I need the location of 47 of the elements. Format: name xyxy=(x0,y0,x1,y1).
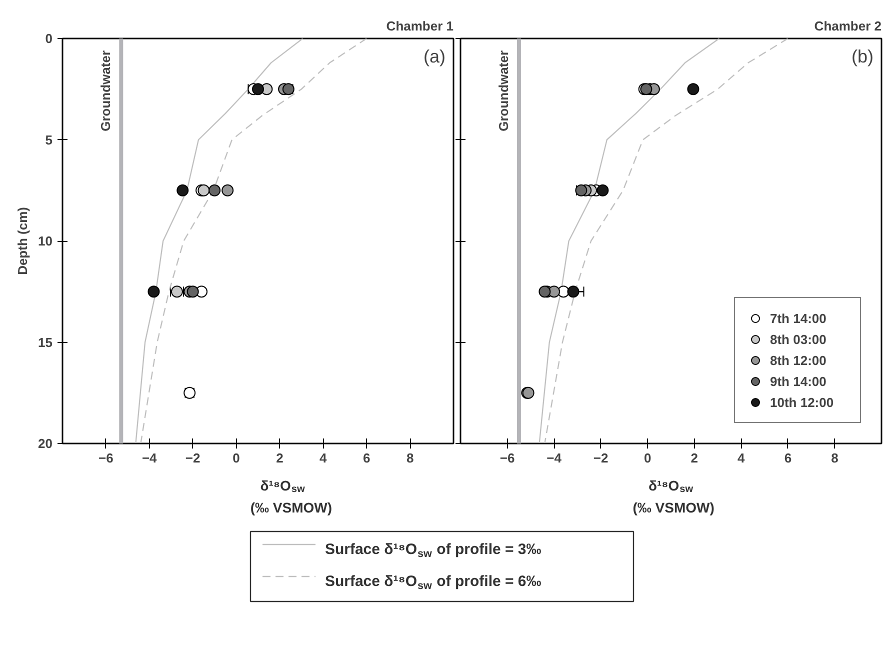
y-tick-label: 0 xyxy=(45,31,53,46)
point xyxy=(687,83,700,96)
x-tick-label: 6 xyxy=(362,450,370,466)
point xyxy=(575,184,588,196)
y-tick-label: 15 xyxy=(38,334,53,350)
x-tick-label: 2 xyxy=(690,450,698,466)
chart-title: Chamber 2 xyxy=(814,18,882,34)
point xyxy=(596,184,609,196)
point xyxy=(282,83,294,96)
chart-title: Chamber 1 xyxy=(386,18,454,34)
line-series xyxy=(140,38,368,444)
x-tick-label: −4 xyxy=(546,450,562,466)
x-tick-label: 4 xyxy=(320,450,328,466)
x-tick-label: 2 xyxy=(276,450,284,466)
point xyxy=(567,286,580,298)
y-tick-label: 10 xyxy=(38,234,53,248)
legend-label: 8th 03:00 xyxy=(770,332,828,346)
legend-label: 8th 12:00 xyxy=(770,352,828,368)
x-tick-label: 8 xyxy=(406,450,414,466)
annotation: (a) xyxy=(424,46,446,66)
legend-label: 7th 14:00 xyxy=(770,310,828,326)
ref-line-label: Groundwater xyxy=(98,50,114,132)
legend-label: 10th 12:00 xyxy=(770,394,835,410)
x-tick-label: −2 xyxy=(593,450,608,466)
point xyxy=(208,184,221,196)
x-tick-label: −4 xyxy=(142,450,158,466)
point xyxy=(222,184,234,196)
point xyxy=(148,286,160,298)
y-tick-label: 5 xyxy=(45,132,53,148)
point xyxy=(186,286,199,298)
point xyxy=(538,286,551,298)
x-tick-label: 0 xyxy=(232,450,240,466)
x-tick-label: −2 xyxy=(185,450,200,466)
point xyxy=(176,184,189,196)
x-tick-label: 4 xyxy=(738,450,746,466)
y-tick-label: 20 xyxy=(38,436,53,451)
y-axis-title: Depth (cm) xyxy=(15,207,30,275)
legend-label: 9th 14:00 xyxy=(770,374,828,388)
x-tick-label: 0 xyxy=(644,450,652,466)
ref-line-label: Groundwater xyxy=(496,50,511,132)
annotation: (b) xyxy=(852,46,874,66)
point xyxy=(252,83,264,96)
x-tick-label: 6 xyxy=(784,450,792,466)
x-tick-label: −6 xyxy=(98,450,114,466)
line-series xyxy=(135,38,304,444)
x-tick-label: −6 xyxy=(500,450,515,466)
x-tick-label: 8 xyxy=(831,450,838,466)
